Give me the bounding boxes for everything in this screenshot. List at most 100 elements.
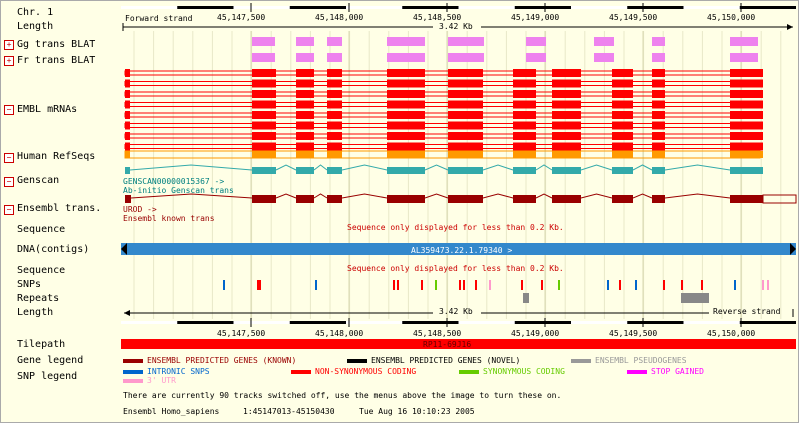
- mrna-exon: [125, 142, 130, 151]
- mrna-exon: [252, 90, 276, 98]
- mrna-exon: [125, 100, 130, 109]
- blat-hit: [327, 37, 342, 46]
- collapse-toggle-genscan[interactable]: −: [4, 177, 14, 187]
- mrna-exon: [327, 90, 342, 98]
- ensembl-intron: [275, 193, 297, 199]
- expand-toggle-gg[interactable]: +: [4, 40, 14, 50]
- length-label-bottom: Length: [17, 307, 54, 318]
- genscan-intron: [313, 164, 328, 171]
- genscan-exon: [513, 167, 536, 174]
- snp-mark: [663, 280, 665, 290]
- blat-hit: [296, 53, 314, 62]
- mrna-exon: [125, 79, 130, 88]
- genscan-intron: [129, 164, 253, 171]
- mrna-exon: [296, 111, 314, 119]
- genscan-intron: [664, 164, 731, 171]
- ruler-tick-label: 45,148,500: [413, 13, 462, 22]
- mrna-exon: [387, 79, 425, 88]
- snp-mark: [762, 280, 764, 290]
- genscan-exon: [652, 167, 665, 174]
- snp-mark: [701, 280, 703, 290]
- ruler-segment: [458, 6, 515, 9]
- length-value-bottom: 3.42 Kb: [439, 307, 473, 316]
- contig-bar: [121, 243, 796, 255]
- blat-hit: [448, 53, 484, 62]
- refseq-exon: [448, 151, 483, 158]
- mrna-exon: [125, 121, 130, 130]
- ensembl-intron: [535, 193, 553, 199]
- refseq-track: [124, 150, 763, 159]
- legend-known: ENSEMBL PREDICTED GENES (KNOWN): [147, 356, 297, 365]
- mrna-exon: [652, 111, 665, 119]
- mrna-exon: [252, 111, 276, 119]
- ruler-tick-label: 45,148,000: [315, 13, 364, 22]
- blat-tracks: [252, 37, 758, 62]
- ensembl-exon: [552, 195, 581, 203]
- top-ruler: [121, 3, 796, 31]
- mrna-exon: [252, 121, 276, 130]
- collapse-toggle-embl[interactable]: −: [4, 105, 14, 115]
- snp-mark: [619, 280, 621, 290]
- snp-mark: [734, 280, 736, 290]
- snp-mark: [435, 280, 437, 290]
- mrna-exon: [730, 111, 763, 119]
- length-label-top: Length: [17, 21, 54, 32]
- refseq-exon: [513, 151, 536, 158]
- expand-toggle-fr[interactable]: +: [4, 56, 14, 66]
- mrna-exon: [652, 121, 665, 130]
- legend-swatch-nonsyn: [291, 370, 311, 374]
- ensembl-intron: [341, 193, 388, 199]
- mrna-exon: [730, 121, 763, 130]
- refseq-exon: [612, 151, 633, 158]
- mrna-exon: [327, 100, 342, 109]
- contig-label[interactable]: AL359473.22.1.79340 >: [411, 246, 513, 255]
- snp-mark: [259, 280, 261, 290]
- ensembl-id-label[interactable]: UROD ->: [123, 205, 157, 214]
- mrna-exon: [327, 69, 342, 77]
- mrna-exon: [552, 121, 581, 130]
- sequence-message-2: Sequence only displayed for less than 0.…: [347, 264, 564, 273]
- mrna-exon: [296, 79, 314, 88]
- ruler-segment: [683, 321, 740, 324]
- snp-mark: [767, 280, 769, 290]
- collapse-toggle-refseq[interactable]: −: [4, 153, 14, 163]
- snp-mark: [315, 280, 317, 290]
- collapse-toggle-ensembl[interactable]: −: [4, 205, 14, 215]
- mrna-exon: [296, 142, 314, 151]
- mrna-exon: [448, 121, 483, 130]
- mrna-exon: [387, 111, 425, 119]
- ensembl-exon: [387, 195, 425, 203]
- snp-mark: [521, 280, 523, 290]
- gene-legend-label: Gene legend: [17, 355, 84, 366]
- tilepath-clone-label[interactable]: RP11-69J16: [423, 340, 472, 349]
- genscan-id-label[interactable]: GENSCAN00000015367 ->: [123, 177, 225, 186]
- legend-swatch-novel: [347, 359, 367, 363]
- snp-track: [223, 280, 769, 290]
- refseq-exon: [296, 151, 314, 158]
- blat-hit: [730, 37, 758, 46]
- blat-hit: [652, 37, 665, 46]
- blat-hit: [387, 53, 425, 62]
- ensembl-intron: [632, 193, 653, 199]
- footer-date: Tue Aug 16 10:10:23 2005: [359, 407, 475, 416]
- ruler-tick-label: 45,150,000: [707, 329, 756, 338]
- mrna-exon: [387, 100, 425, 109]
- mrna-exon: [612, 142, 633, 151]
- mrna-exon: [730, 79, 763, 88]
- tilepath-clone: [121, 339, 796, 349]
- mrna-exon: [448, 111, 483, 119]
- genscan-exon: [612, 167, 633, 174]
- fr-trans-blat-label: Fr trans BLAT: [17, 55, 96, 66]
- length-value-top: 3.42 Kb: [439, 22, 473, 31]
- mrna-exon: [612, 90, 633, 98]
- ensembl-exon: [125, 195, 131, 203]
- mrna-exon: [296, 69, 314, 77]
- blat-hit: [252, 53, 275, 62]
- mrna-exon: [296, 90, 314, 98]
- blat-hit: [526, 37, 546, 46]
- mrna-exon: [296, 100, 314, 109]
- mrna-exon: [252, 79, 276, 88]
- genscan-intron: [482, 164, 514, 171]
- mrna-exon: [652, 142, 665, 151]
- ruler-tick-label: 45,149,000: [511, 329, 560, 338]
